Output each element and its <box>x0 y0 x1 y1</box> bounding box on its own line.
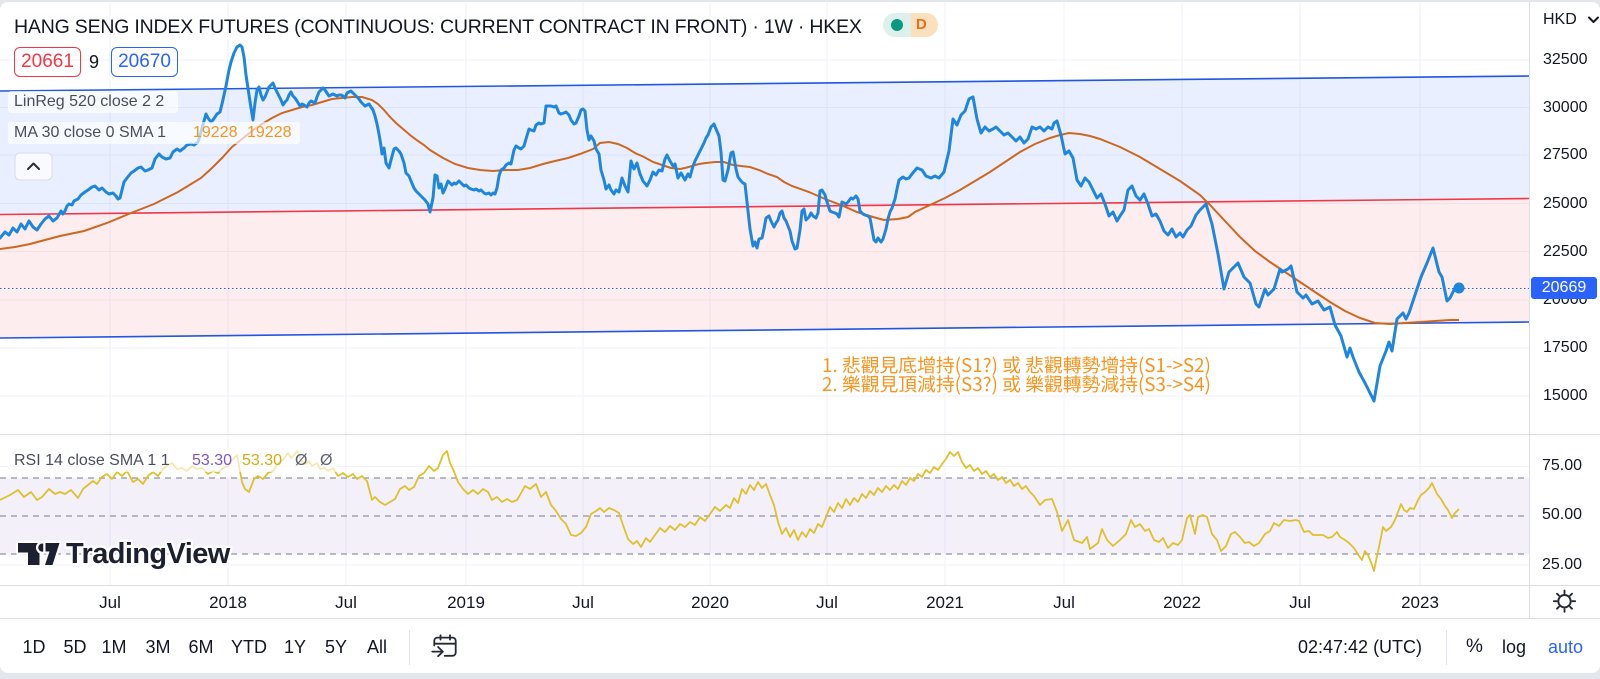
svg-text:TradingView: TradingView <box>66 538 231 570</box>
